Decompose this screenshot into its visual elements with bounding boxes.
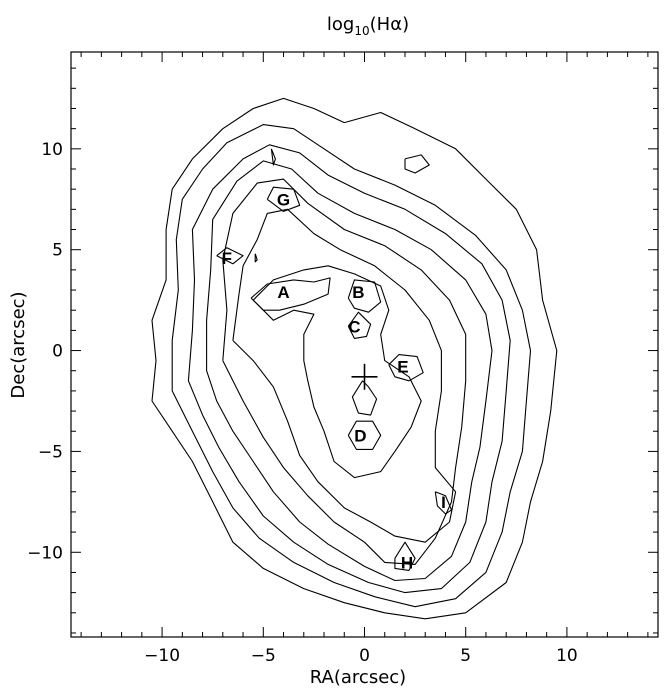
x-tick-label: 0 xyxy=(359,646,370,666)
contour-line-5 xyxy=(222,178,467,565)
contour-line-9 xyxy=(347,279,382,313)
tick-labels: −10 −5 0 5 10 −10 −5 0 5 10 xyxy=(27,140,578,666)
contour-line-7 xyxy=(252,265,422,479)
contour-line-16 xyxy=(394,541,416,571)
plot-frame xyxy=(70,51,659,638)
y-axis-label: Dec(arcsec) xyxy=(8,291,29,398)
contour-line-8 xyxy=(250,277,331,311)
y-tick-label: 0 xyxy=(52,342,63,362)
contour-line-18 xyxy=(404,154,430,174)
region-label-c: C xyxy=(348,317,360,336)
x-tick-label: −10 xyxy=(144,646,180,666)
contour-line-15 xyxy=(266,186,301,212)
region-label-h: H xyxy=(401,553,413,572)
center-marker xyxy=(351,363,378,390)
region-label-i: I xyxy=(441,493,446,512)
contour-line-3 xyxy=(187,144,511,594)
chart-title: log10(Hα) xyxy=(327,14,409,38)
contour-line-1 xyxy=(151,97,558,620)
region-label-e: E xyxy=(397,358,408,377)
contour-line-12 xyxy=(347,420,382,450)
contour-line-10 xyxy=(347,311,372,339)
contour-line-4 xyxy=(206,160,493,582)
contour-line-17 xyxy=(434,491,453,515)
region-label-f: F xyxy=(222,249,232,268)
region-label-a: A xyxy=(277,283,289,302)
contour-line-14 xyxy=(216,247,244,265)
chart-title-suffix: (Hα) xyxy=(370,14,409,35)
axis-ticks xyxy=(71,52,658,637)
y-tick-label: 5 xyxy=(52,241,63,261)
y-tick-label: −5 xyxy=(38,442,63,462)
y-tick-label: 10 xyxy=(41,140,63,160)
x-tick-label: 5 xyxy=(460,646,471,666)
contour-line-2 xyxy=(171,124,532,608)
y-tick-label: −10 xyxy=(27,543,63,563)
x-axis-label: RA(arcsec) xyxy=(310,667,406,688)
contour-line-11 xyxy=(351,380,378,416)
region-label-g: G xyxy=(277,190,290,209)
region-label-b: B xyxy=(352,283,364,302)
chart-title-subscript: 10 xyxy=(354,24,369,38)
contour-line-20 xyxy=(254,253,258,263)
contour-line-19 xyxy=(270,148,276,166)
x-tick-label: 10 xyxy=(556,646,578,666)
contour-line-6 xyxy=(232,208,457,543)
region-label-d: D xyxy=(354,426,366,445)
contour-line-13 xyxy=(388,354,424,382)
x-tick-label: −5 xyxy=(251,646,276,666)
region-labels: A BC D E F G H I xyxy=(222,190,446,572)
contour-lines xyxy=(151,97,558,620)
